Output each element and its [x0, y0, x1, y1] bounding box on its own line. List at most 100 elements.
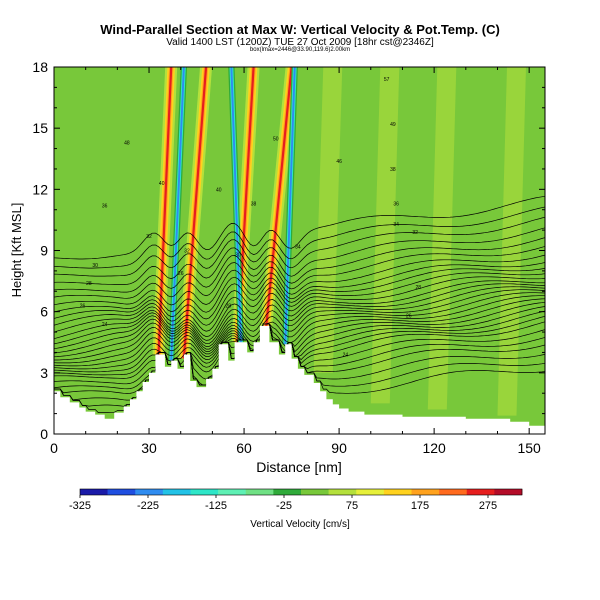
contour-label: 28 [416, 285, 422, 291]
theta-contour [54, 286, 545, 350]
colorbar-swatch [494, 489, 523, 495]
theta-contour [54, 254, 545, 306]
colorbar-swatch [356, 489, 385, 495]
contour-label: 24 [102, 322, 108, 328]
velocity-band [497, 67, 526, 416]
colorbar-swatch [135, 489, 164, 495]
potential-temperature-contours [54, 195, 545, 413]
x-tick-label: 90 [331, 440, 347, 456]
colorbar-swatch [273, 489, 302, 495]
y-tick-label: 6 [40, 304, 48, 320]
contour-label: 28 [225, 304, 231, 310]
contour-label: 34 [393, 222, 399, 228]
colorbar-swatch [245, 489, 274, 495]
colorbar-tick-label: -25 [276, 500, 292, 512]
contour-label: 36 [102, 204, 108, 210]
colorbar-swatch [80, 489, 108, 495]
contour-label: 30 [235, 253, 241, 259]
colorbar-swatch [107, 489, 136, 495]
colorbar-tick-label: 75 [346, 500, 358, 512]
colorbar: -325 -225 -125 -25 75 175 275 [69, 488, 523, 512]
theta-contour [54, 280, 545, 340]
theta-contour [54, 276, 545, 333]
theta-contour [54, 321, 545, 379]
theta-contour [54, 301, 545, 367]
colorbar-swatch [439, 489, 468, 495]
y-tick-label: 12 [32, 181, 48, 197]
x-axis-label: Distance [nm] [256, 459, 342, 475]
y-tick-label: 15 [32, 120, 48, 136]
theta-contour [54, 216, 545, 277]
chart-subtitle: Valid 1400 LST (1200Z) TUE 27 Oct 2009 [… [166, 37, 434, 48]
colorbar-swatch [162, 489, 191, 495]
theta-contour [54, 295, 545, 361]
contour-label: 48 [124, 140, 130, 146]
x-tick-label: 120 [422, 440, 446, 456]
theta-contour [54, 310, 545, 373]
contour-label: 28 [86, 281, 92, 287]
theta-contour [54, 206, 545, 269]
y-tick-label: 9 [40, 243, 48, 259]
velocity-band [313, 67, 343, 373]
chart-detail: box(lmax=2446@33.90,119.6)2.00km [249, 47, 351, 53]
theta-contour [54, 289, 545, 354]
theta-contour [54, 306, 545, 370]
velocity-band [427, 67, 457, 410]
velocity-band [265, 67, 293, 326]
colorbar-swatch [218, 489, 247, 495]
contour-label: 32 [184, 249, 190, 255]
contour-label: 38 [390, 167, 396, 173]
contour-label: 26 [80, 304, 86, 310]
colorbar-frame [79, 488, 523, 496]
contour-labels: 48 36 30 28 26 24 32 30 32 40 40 38 50 46 57 49 38 36 34 32… [80, 77, 422, 358]
y-tick-label: 18 [32, 59, 48, 75]
contour-label: 24 [343, 352, 349, 358]
theta-contour [54, 298, 545, 364]
theta-contour [54, 237, 545, 293]
colorbar-tick-label: -325 [69, 500, 91, 512]
x-axis: 0 30 60 90 120 150 [50, 67, 541, 456]
colorbar-label: Vertical Velocity [cm/s] [250, 519, 350, 530]
chart-title: Wind-Parallel Section at Max W: Vertical… [100, 22, 500, 37]
colorbar-swatch [328, 489, 357, 495]
theta-contour [54, 315, 545, 376]
contour-label: 36 [393, 202, 399, 208]
theta-contour [54, 195, 545, 260]
contour-label: 32 [146, 234, 152, 240]
contour-label: 50 [273, 136, 279, 142]
x-tick-label: 60 [236, 440, 252, 456]
contour-label: 49 [390, 122, 396, 128]
contour-label: 40 [216, 187, 222, 193]
colorbar-tick-label: -125 [205, 500, 227, 512]
colorbar-swatch [383, 489, 412, 495]
colorbar-swatch [190, 489, 219, 495]
theta-contour [54, 227, 545, 285]
contour-label: 30 [92, 263, 98, 269]
theta-contour [54, 292, 545, 358]
theta-contour [54, 262, 545, 313]
vertical-velocity-field [152, 67, 526, 416]
velocity-band [284, 67, 296, 345]
theta-contour [54, 272, 545, 326]
theta-contour [54, 268, 545, 320]
y-tick-label: 0 [40, 426, 48, 442]
terrain-shape [54, 325, 545, 434]
y-axis-label: Height [Kft MSL] [9, 203, 24, 298]
contour-label: 57 [384, 77, 390, 83]
contour-label: 32 [412, 230, 418, 236]
contour-label: 26 [178, 271, 184, 277]
velocity-band [157, 67, 173, 355]
colorbar-swatch [411, 489, 440, 495]
colorbar-swatch [466, 489, 495, 495]
y-axis: 0 36 9 12 15 18 [32, 59, 545, 442]
contour-label: 34 [295, 244, 301, 250]
terrain [54, 325, 545, 434]
contour-label: 26 [406, 314, 412, 320]
velocity-band [182, 67, 208, 359]
contour-label: 46 [336, 159, 342, 165]
x-tick-label: 150 [517, 440, 541, 456]
theta-contour [54, 246, 545, 299]
theta-contour [54, 323, 545, 385]
contour-label: 40 [159, 181, 165, 187]
